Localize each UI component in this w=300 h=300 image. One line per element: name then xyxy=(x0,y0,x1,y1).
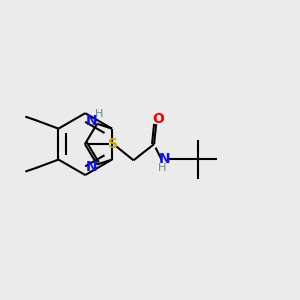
Text: N: N xyxy=(86,114,98,128)
Text: N: N xyxy=(86,160,98,174)
Text: H: H xyxy=(95,110,104,119)
Text: H: H xyxy=(158,163,166,173)
Text: S: S xyxy=(108,137,118,151)
Text: N: N xyxy=(159,152,170,167)
Text: O: O xyxy=(152,112,164,126)
